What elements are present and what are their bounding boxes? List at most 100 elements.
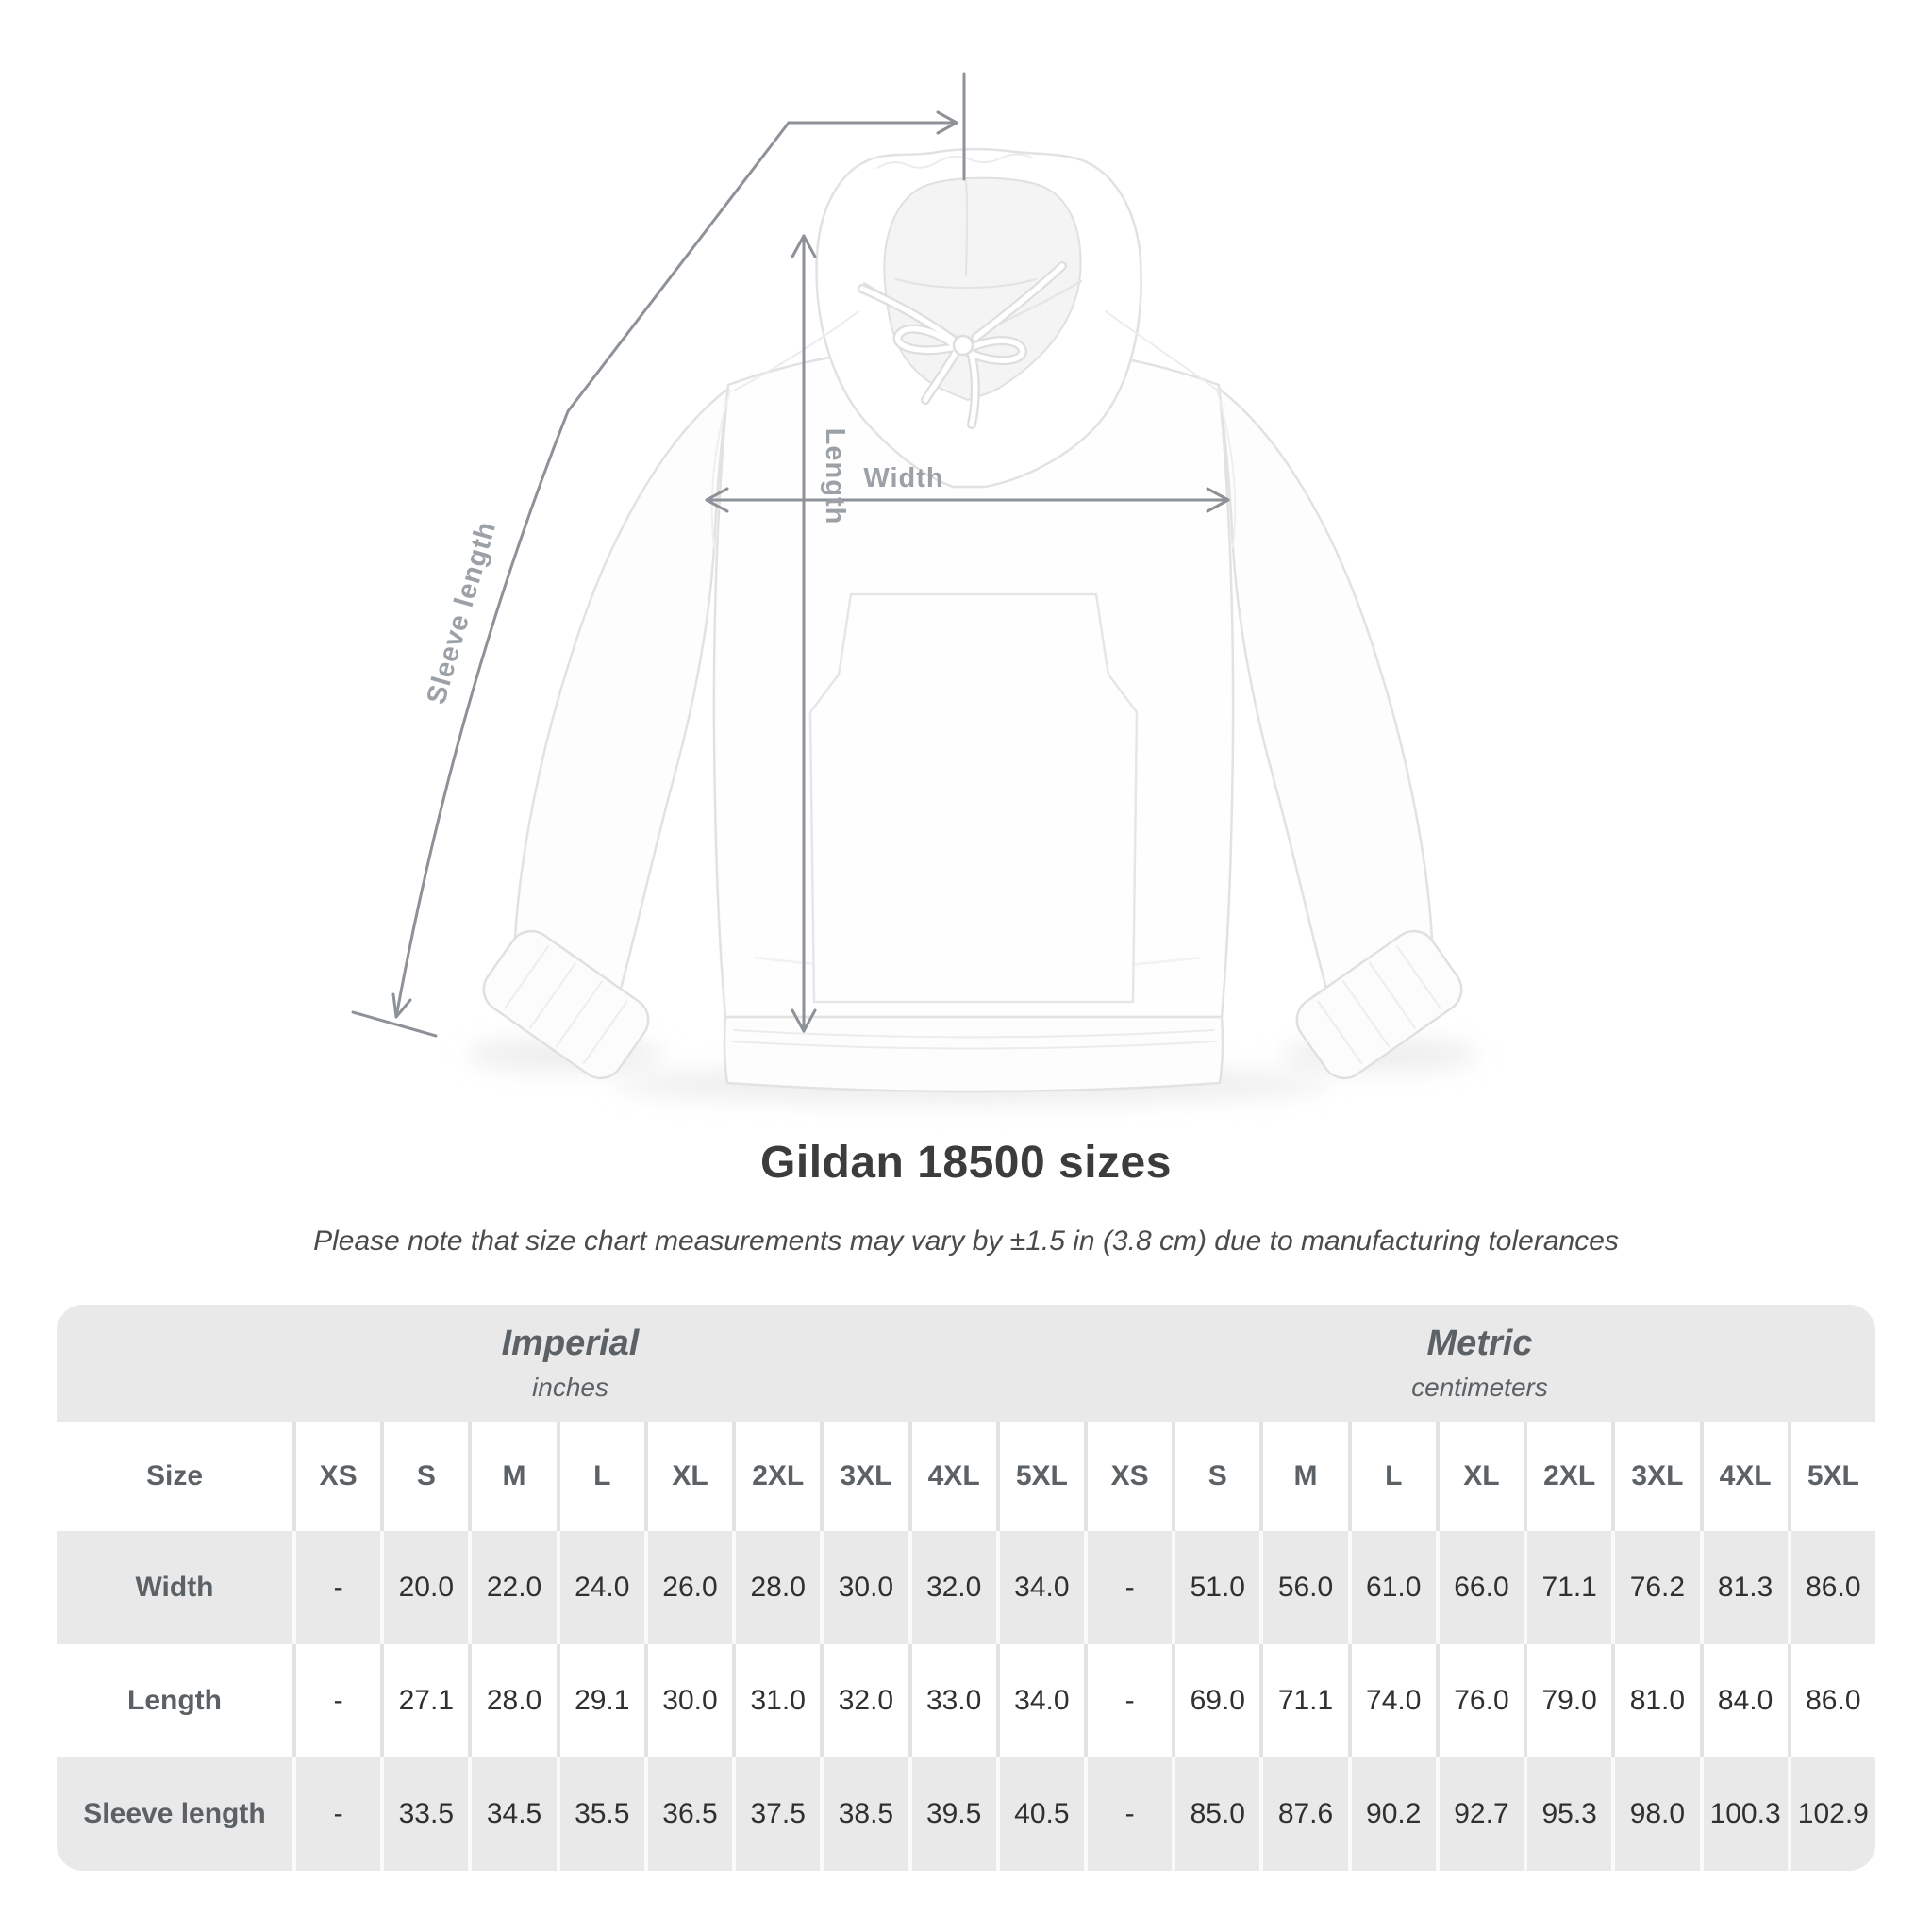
hem-stitching xyxy=(731,1029,1216,1050)
size-header-row: Size XS S M L XL 2XL 3XL 4XL 5XL XS S M … xyxy=(57,1422,1875,1531)
size-header-cell: 4XL xyxy=(908,1422,996,1531)
size-value-cell: 69.0 xyxy=(1172,1644,1259,1757)
imperial-group-name: Imperial xyxy=(501,1324,640,1363)
width-label: Width xyxy=(863,463,943,493)
hoodie-measurement-diagram: Width Length Sleeve length xyxy=(351,72,1478,1104)
size-header-cell: M xyxy=(1259,1422,1347,1531)
size-value-cell: 51.0 xyxy=(1172,1531,1259,1644)
size-value-cell: 102.9 xyxy=(1787,1757,1875,1871)
size-value-cell: 32.0 xyxy=(908,1531,996,1644)
size-value-cell: 27.1 xyxy=(380,1644,468,1757)
size-value-cell: 71.1 xyxy=(1259,1644,1347,1757)
left-cuff xyxy=(482,929,650,1080)
sleeve-length-label: Sleeve length xyxy=(421,518,502,708)
size-header-cell: 5XL xyxy=(1787,1422,1875,1531)
size-header-cell: XL xyxy=(1435,1422,1524,1531)
size-value-cell: 81.0 xyxy=(1611,1644,1699,1757)
size-header-cell: 2XL xyxy=(732,1422,820,1531)
hood-top-ruffle xyxy=(876,153,1033,169)
right-cuff xyxy=(1295,929,1463,1080)
hood-back-neck-seam xyxy=(895,180,1037,289)
size-value-cell: 30.0 xyxy=(820,1531,908,1644)
row-label: Width xyxy=(135,1572,214,1603)
size-value-cell: 28.0 xyxy=(468,1644,556,1757)
unit-group-header-row: Imperial inches Metric centimeters xyxy=(57,1305,1875,1422)
table-row-sleeve-length: Sleeve length - 33.5 34.5 35.5 36.5 37.5… xyxy=(57,1757,1875,1871)
size-value-cell: 76.0 xyxy=(1435,1644,1524,1757)
size-value-cell: 84.0 xyxy=(1699,1644,1788,1757)
size-value-cell: 79.0 xyxy=(1524,1644,1611,1757)
hem-band xyxy=(723,1015,1224,1093)
size-value-cell: 76.2 xyxy=(1611,1531,1699,1644)
size-value-cell: 100.3 xyxy=(1699,1757,1788,1871)
hoodie-illustration xyxy=(482,147,1463,1093)
width-arrow xyxy=(705,487,1230,513)
metric-group-unit: centimeters xyxy=(1411,1373,1548,1402)
size-value-cell: 95.3 xyxy=(1524,1757,1611,1871)
size-value-cell: 56.0 xyxy=(1259,1531,1347,1644)
size-header-cell: XL xyxy=(643,1422,732,1531)
size-value-cell: 28.0 xyxy=(732,1531,820,1644)
imperial-group-unit: inches xyxy=(532,1373,608,1402)
size-value-cell: 40.5 xyxy=(995,1757,1084,1871)
size-value-cell: 74.0 xyxy=(1347,1644,1436,1757)
size-header-cell: 4XL xyxy=(1699,1422,1788,1531)
size-header-cell: 3XL xyxy=(1611,1422,1699,1531)
size-value-cell: 61.0 xyxy=(1347,1531,1436,1644)
sleeve-length-arrow xyxy=(351,72,966,1038)
length-arrow xyxy=(791,234,817,1033)
size-value-cell: 35.5 xyxy=(556,1757,644,1871)
size-value-cell: 34.5 xyxy=(468,1757,556,1871)
table-row-length: Length - 27.1 28.0 29.1 30.0 31.0 32.0 3… xyxy=(57,1644,1875,1757)
size-header-cell: L xyxy=(1347,1422,1436,1531)
size-value-cell: 86.0 xyxy=(1787,1644,1875,1757)
size-header-cell: M xyxy=(468,1422,556,1531)
size-value-cell: 22.0 xyxy=(468,1531,556,1644)
size-column-header: Size xyxy=(145,1460,204,1491)
size-value-cell: 34.0 xyxy=(995,1644,1084,1757)
size-value-cell: 33.5 xyxy=(380,1757,468,1871)
size-value-cell: - xyxy=(1083,1531,1172,1644)
size-value-cell: 31.0 xyxy=(732,1644,820,1757)
drawstring-knot xyxy=(952,334,974,357)
size-value-cell: 33.0 xyxy=(908,1644,996,1757)
size-header-cell: L xyxy=(556,1422,644,1531)
size-value-cell: 32.0 xyxy=(820,1644,908,1757)
size-header-cell: 3XL xyxy=(820,1422,908,1531)
size-value-cell: 85.0 xyxy=(1172,1757,1259,1871)
row-label: Sleeve length xyxy=(83,1798,266,1829)
length-label: Length xyxy=(820,428,850,525)
size-value-cell: 86.0 xyxy=(1787,1531,1875,1644)
size-header-cell: S xyxy=(380,1422,468,1531)
size-value-cell: 29.1 xyxy=(556,1644,644,1757)
size-value-cell: - xyxy=(292,1644,380,1757)
shoulder-seams xyxy=(733,310,1222,393)
metric-group-name: Metric xyxy=(1426,1324,1533,1363)
size-header-cell: 5XL xyxy=(995,1422,1084,1531)
size-value-cell: 39.5 xyxy=(908,1757,996,1871)
table-row-width: Width - 20.0 22.0 24.0 26.0 28.0 30.0 32… xyxy=(57,1531,1875,1644)
size-value-cell: 37.5 xyxy=(732,1757,820,1871)
size-value-cell: 71.1 xyxy=(1524,1531,1611,1644)
size-value-cell: 20.0 xyxy=(380,1531,468,1644)
size-table: Imperial inches Metric centimeters Size … xyxy=(57,1305,1875,1871)
page-title: Gildan 18500 sizes xyxy=(760,1138,1172,1188)
size-value-cell: 24.0 xyxy=(556,1531,644,1644)
size-value-cell: 87.6 xyxy=(1259,1757,1347,1871)
size-value-cell: 26.0 xyxy=(643,1531,732,1644)
size-header-cell: 2XL xyxy=(1524,1422,1611,1531)
tolerance-note: Please note that size chart measurements… xyxy=(313,1225,1619,1257)
size-value-cell: 98.0 xyxy=(1611,1757,1699,1871)
imperial-group-header: Imperial inches xyxy=(57,1305,1084,1422)
row-label: Length xyxy=(127,1685,222,1716)
size-value-cell: - xyxy=(1083,1644,1172,1757)
size-header-cell: XS xyxy=(292,1422,380,1531)
metric-group-header: Metric centimeters xyxy=(1084,1305,1875,1422)
measurement-arrows xyxy=(351,72,1230,1038)
size-value-cell: - xyxy=(1083,1757,1172,1871)
size-header-cell: S xyxy=(1172,1422,1259,1531)
size-value-cell: - xyxy=(292,1531,380,1644)
hood-opening xyxy=(883,176,1082,401)
size-value-cell: 34.0 xyxy=(995,1531,1084,1644)
